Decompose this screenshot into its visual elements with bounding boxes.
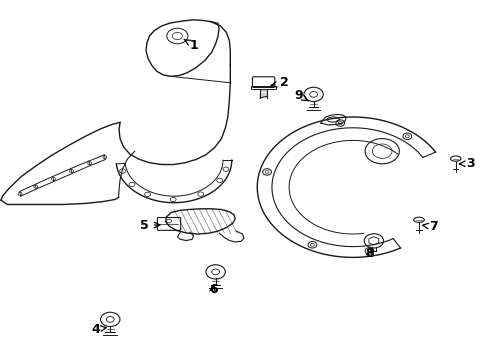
Text: 9: 9 bbox=[294, 89, 308, 102]
Text: 6: 6 bbox=[209, 283, 218, 296]
Text: 8: 8 bbox=[366, 247, 374, 260]
Text: 4: 4 bbox=[91, 323, 106, 336]
Text: 5: 5 bbox=[140, 219, 160, 231]
Text: 2: 2 bbox=[271, 76, 289, 89]
Text: 1: 1 bbox=[184, 39, 198, 51]
Text: 7: 7 bbox=[423, 220, 438, 233]
Text: 3: 3 bbox=[460, 157, 475, 170]
